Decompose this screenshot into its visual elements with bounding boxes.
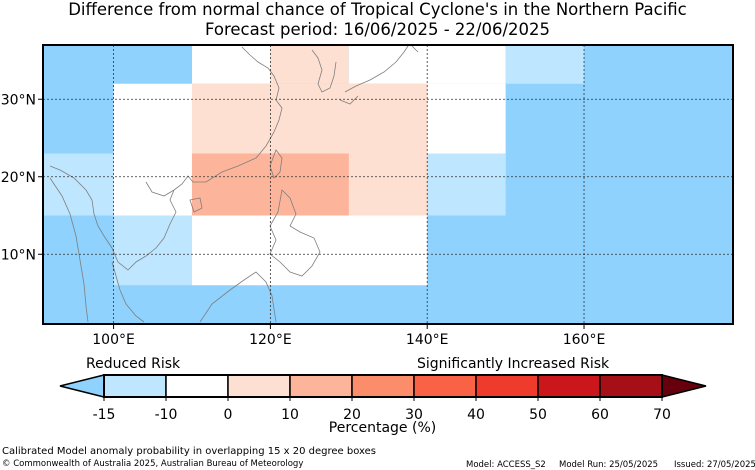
anomaly-cell-8	[427, 153, 506, 216]
colorbar-segment-7	[537, 374, 601, 398]
borneo-coastline	[199, 271, 277, 323]
anomaly-cell-12	[191, 215, 428, 286]
colorbar-segment-5	[413, 374, 477, 398]
increased-risk-label: Significantly Increased Risk	[417, 356, 610, 372]
footer-description: Calibrated Model anomaly probability in …	[2, 446, 377, 457]
colorbar-segment-6	[475, 374, 539, 398]
colorbar-tick-label-0: -15	[93, 407, 116, 423]
colorbar-tick-label-8: 60	[591, 407, 609, 423]
anomaly-cell-2	[270, 45, 349, 84]
hainan-coastline	[189, 197, 203, 213]
anomaly-cells	[43, 45, 733, 324]
colorbar-segment-4	[351, 374, 415, 398]
colorbar-tick-label-2: 0	[224, 407, 233, 423]
anomaly-cell-9	[43, 153, 114, 216]
colorbar-axis-label: Percentage (%)	[328, 420, 437, 436]
lon-label-100: 100°E	[92, 332, 135, 348]
indochina-coastline	[49, 165, 177, 271]
colorbar-under-arrow	[59, 374, 105, 398]
colorbar-segment-3	[289, 374, 353, 398]
forecast-period: Forecast period: 16/06/2025 - 22/06/2025	[204, 20, 551, 39]
reduced-risk-label: Reduced Risk	[86, 356, 181, 372]
colorbar-tick-label-7: 50	[529, 407, 547, 423]
lon-label-160: 160°E	[563, 332, 606, 348]
lat-label-30: 30°N	[1, 92, 36, 108]
lat-label-20: 20°N	[1, 170, 36, 186]
footer-model: Model: ACCESS_S2	[466, 460, 546, 470]
colorbar-tick-labels: -15 -10 0 10 20 30 40 50 60 70	[93, 397, 671, 423]
colorbar-tick-label-4: 20	[343, 407, 361, 423]
malay-coastline	[111, 261, 145, 323]
korea-coastline	[311, 49, 337, 93]
colorbar-segment-8	[599, 374, 663, 398]
lon-label-120: 120°E	[249, 332, 292, 348]
coastlines	[49, 45, 419, 323]
colorbar-tick-label-9: 70	[653, 407, 671, 423]
latitude-labels: 10°N 20°N 30°N	[1, 92, 36, 263]
philippines-coastline	[269, 189, 321, 277]
taiwan-coastline	[269, 149, 283, 179]
longitude-labels: 100°E 120°E 140°E 160°E	[92, 332, 605, 348]
map-frame	[42, 44, 734, 325]
footer-copyright: © Commonwealth of Australia 2025, Austra…	[2, 459, 304, 469]
colorbar-tick-label-3: 10	[281, 407, 299, 423]
colorbar-frame	[103, 374, 663, 398]
colorbar-tick-label-5: 30	[405, 407, 423, 423]
china-coastline	[145, 46, 283, 197]
burma-coastline	[49, 177, 89, 323]
footer-model-run: Model Run: 25/05/2025	[559, 460, 659, 470]
colorbar-segment-1	[165, 374, 229, 398]
colorbar-over-arrow	[661, 374, 707, 398]
axis-ticks	[38, 98, 585, 329]
colorbar	[59, 374, 707, 398]
colorbar-tick-label-6: 40	[467, 407, 485, 423]
anomaly-cell-4	[505, 45, 585, 84]
lon-label-140: 140°E	[406, 332, 449, 348]
anomaly-cell-5	[113, 83, 192, 216]
anomaly-cell-0	[43, 45, 192, 84]
lat-label-10: 10°N	[1, 247, 36, 263]
footer-issued: Issued: 27/05/2025	[674, 460, 755, 470]
japan-coastline	[339, 45, 419, 105]
anomaly-cell-1	[191, 45, 271, 84]
graticule	[43, 45, 733, 324]
colorbar-segment-2	[227, 374, 291, 398]
colorbar-segment-0	[103, 374, 167, 398]
colorbar-tick-label-1: -10	[155, 407, 178, 423]
map-title: Difference from normal chance of Tropica…	[68, 0, 687, 19]
